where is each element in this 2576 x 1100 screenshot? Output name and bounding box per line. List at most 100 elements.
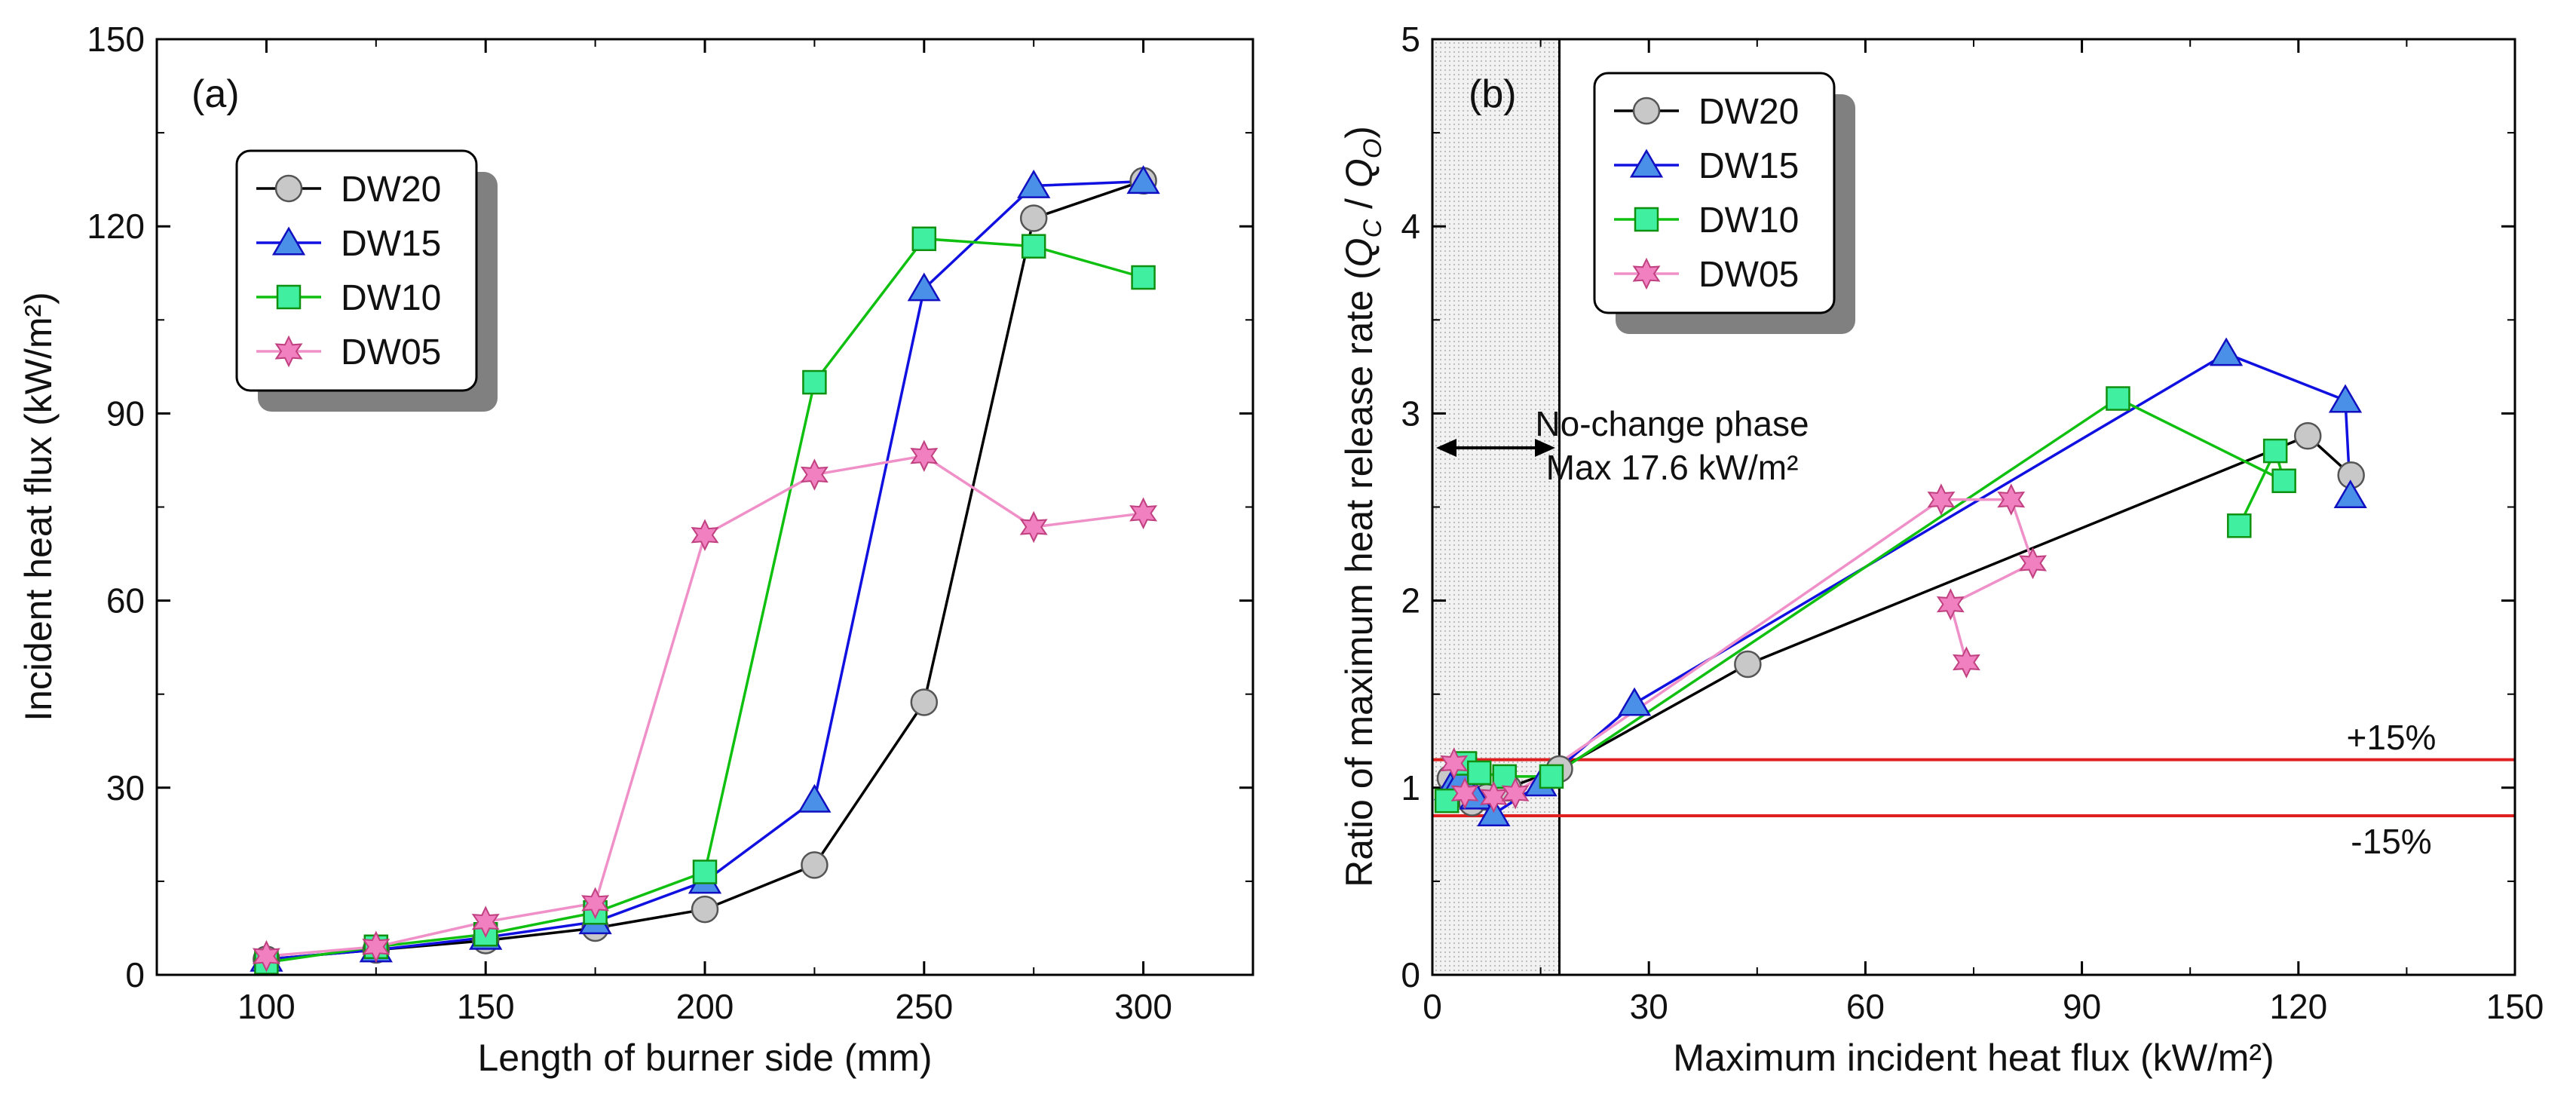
legend-label-dw20: DW20	[1698, 92, 1799, 132]
data-point-dw15	[798, 783, 832, 813]
y-tick-label: 1	[1401, 768, 1420, 807]
panel-b-ylabel-sub2: O	[1358, 139, 1387, 158]
data-point-dw10	[911, 226, 937, 251]
data-point-dw05	[1450, 777, 1479, 810]
panel-a-legend: DW20 DW15 DW10 DW05	[235, 149, 498, 412]
panel-b-series	[1433, 337, 2367, 826]
y-tick-label: 0	[1401, 955, 1420, 994]
legend-marker-dw10	[1634, 207, 1659, 232]
panel-a-ylabel: Incident heat flux (kW/m²)	[17, 292, 60, 722]
panel-b-legend-items: DW20 DW15 DW10 DW05	[1614, 92, 1799, 295]
data-point-dw05	[1997, 483, 2026, 516]
panel-b-ticks: 0 30 60 90 120 150 0 1 2 3 4 5	[1401, 20, 2544, 1026]
legend-label-dw15: DW15	[1698, 146, 1799, 186]
panel-b-legend-box	[1593, 72, 1836, 314]
y-tick-label: 30	[106, 768, 145, 807]
data-point-dw20	[2293, 421, 2322, 450]
x-tick-label: 0	[1423, 987, 1442, 1026]
data-point-dw15	[2333, 480, 2367, 509]
data-point-dw10	[1131, 265, 1156, 290]
legend-marker-dw05	[274, 335, 303, 368]
panel-b-ylabel-sub1: C	[1358, 219, 1387, 237]
panel-b-no-change-max: Max 17.6 kW/m²	[1546, 448, 1799, 487]
data-point-dw05	[1936, 588, 1965, 620]
data-point-dw20	[910, 688, 939, 716]
panel-b-no-change-region	[1432, 39, 1560, 975]
data-point-dw05	[581, 887, 610, 920]
panel-b-plot-frame	[1431, 38, 2516, 976]
panel-a: 100 150 200 250 300 0 30 60 90 120 150 (a) Length …	[17, 20, 1254, 1079]
legend-marker-dw15	[271, 226, 306, 256]
y-tick-label: 90	[106, 394, 145, 433]
data-point-dw05	[1501, 777, 1530, 810]
panel-b-tag: (b)	[1469, 72, 1517, 116]
x-tick-label: 60	[1846, 987, 1885, 1026]
y-tick-label: 3	[1401, 394, 1420, 433]
data-point-dw05	[471, 905, 500, 939]
legend-label-dw05: DW05	[1698, 255, 1799, 295]
panel-a-series	[250, 165, 1160, 975]
y-tick-label: 5	[1401, 20, 1420, 59]
legend-marker-dw10	[276, 284, 302, 310]
panel-b-ylabel-suffix: )	[1338, 126, 1380, 139]
data-point-dw15	[1617, 687, 1652, 716]
y-tick-label: 2	[1401, 581, 1420, 620]
y-tick-label: 120	[87, 207, 145, 246]
panel-b-no-change-arrow	[1436, 439, 1555, 457]
legend-label-dw10: DW10	[341, 278, 441, 318]
data-point-dw10	[2227, 513, 2252, 538]
panel-a-legend-box	[235, 149, 478, 392]
data-point-dw15	[2209, 337, 2244, 366]
legend-label-dw20: DW20	[341, 170, 441, 210]
data-point-dw05	[362, 930, 391, 964]
legend-label-dw05: DW05	[341, 332, 441, 372]
panel-b-plus15-label: +15%	[2347, 718, 2437, 757]
data-point-dw10	[692, 859, 718, 884]
legend-marker-dw20	[1632, 97, 1661, 125]
data-point-dw05	[252, 939, 280, 973]
panel-b-ylabel-q2: Q	[1338, 158, 1380, 188]
x-tick-label: 250	[895, 987, 953, 1026]
panel-b-legend: DW20 DW15 DW10 DW05	[1593, 72, 1855, 334]
data-point-dw10	[1492, 764, 1517, 789]
data-point-dw05	[1019, 510, 1048, 544]
data-point-dw05	[800, 458, 829, 491]
x-tick-label: 90	[2063, 987, 2101, 1026]
y-tick-label: 4	[1401, 207, 1420, 246]
data-point-dw05	[1440, 747, 1469, 780]
data-point-dw20	[691, 895, 719, 924]
data-point-dw10	[2271, 468, 2296, 494]
x-tick-label: 150	[2486, 987, 2544, 1026]
legend-label-dw15: DW15	[341, 224, 441, 264]
panel-b-ylabel-q1: Q	[1338, 237, 1380, 267]
panel-a-plot-frame	[155, 38, 1254, 976]
legend-label-dw10: DW10	[1698, 201, 1799, 241]
data-point-dw05	[1953, 646, 1980, 679]
data-point-dw15	[1126, 165, 1160, 195]
data-point-dw15	[1017, 169, 1051, 198]
data-point-dw20	[1734, 650, 1762, 679]
x-tick-label: 200	[676, 987, 734, 1026]
panel-b-minus15-label: -15%	[2351, 822, 2431, 861]
data-point-dw05	[1129, 497, 1158, 530]
legend-marker-dw05	[1632, 257, 1661, 290]
panel-a-tag: (a)	[191, 72, 240, 116]
x-tick-label: 150	[457, 987, 515, 1026]
panel-b-reference-lines	[1432, 758, 2515, 818]
y-tick-label: 0	[125, 955, 145, 994]
panel-b-ylabel-prefix: Ratio of maximum heat release rate (	[1338, 267, 1380, 887]
panel-a-legend-items: DW20 DW15 DW10 DW05	[256, 170, 441, 372]
panel-b-ylabel: Ratio of maximum heat release rate (QC /…	[1338, 126, 1387, 887]
x-tick-label: 300	[1114, 987, 1172, 1026]
panel-a-xlabel: Length of burner side (mm)	[477, 1037, 932, 1079]
x-tick-label: 120	[2269, 987, 2327, 1026]
data-point-dw10	[1539, 764, 1564, 789]
data-point-dw15	[2328, 384, 2363, 413]
data-point-dw05	[2018, 547, 2048, 580]
data-point-dw05	[910, 440, 939, 473]
y-tick-label: 60	[106, 581, 145, 620]
data-point-dw10	[2106, 386, 2130, 411]
panel-b-ylabel-sep: /	[1338, 188, 1380, 219]
